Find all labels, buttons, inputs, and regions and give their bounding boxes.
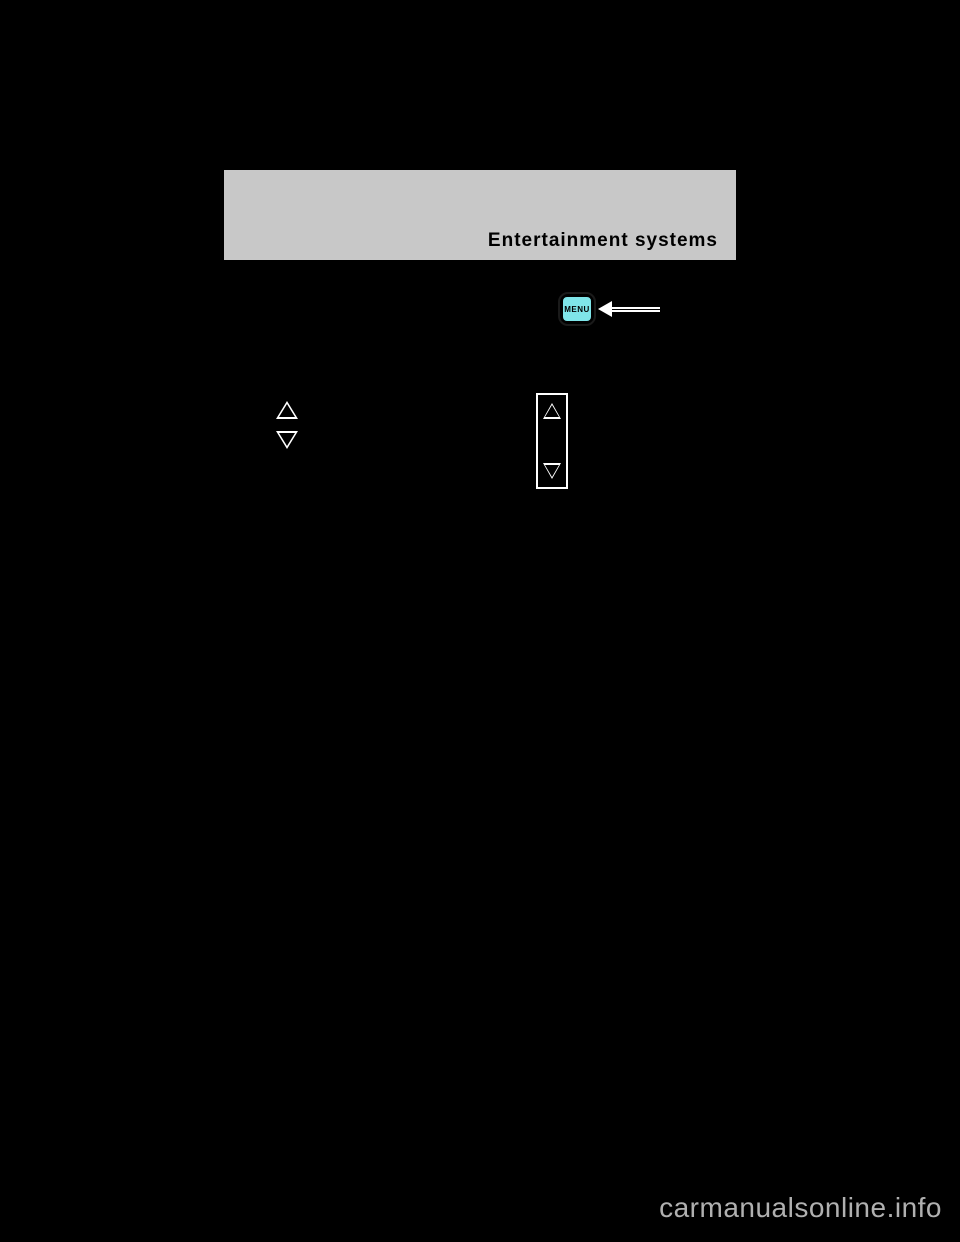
page-content: MENU: [224, 260, 736, 489]
menu-row: MENU: [224, 294, 736, 339]
updown-rocker-button[interactable]: [536, 393, 568, 489]
arrow-shaft-icon: [612, 307, 660, 312]
spacer: [224, 294, 560, 339]
watermark-text: carmanualsonline.info: [659, 1192, 942, 1224]
manual-page: Entertainment systems MENU: [224, 170, 736, 1100]
menu-button-label: MENU: [564, 305, 590, 314]
triangles-row: [224, 401, 736, 489]
arrow-head-icon: [598, 301, 612, 317]
page-title: Entertainment systems: [488, 230, 718, 252]
chevron-down-icon: [276, 431, 298, 449]
header-banner: Entertainment systems: [224, 170, 736, 260]
arrow-pointer-icon: [598, 301, 660, 317]
menu-button-group: MENU: [560, 294, 660, 324]
left-updown-icons: [276, 401, 298, 449]
chevron-down-icon: [543, 463, 561, 479]
chevron-up-icon: [543, 403, 561, 419]
menu-button[interactable]: MENU: [560, 294, 594, 324]
chevron-up-icon: [276, 401, 298, 419]
